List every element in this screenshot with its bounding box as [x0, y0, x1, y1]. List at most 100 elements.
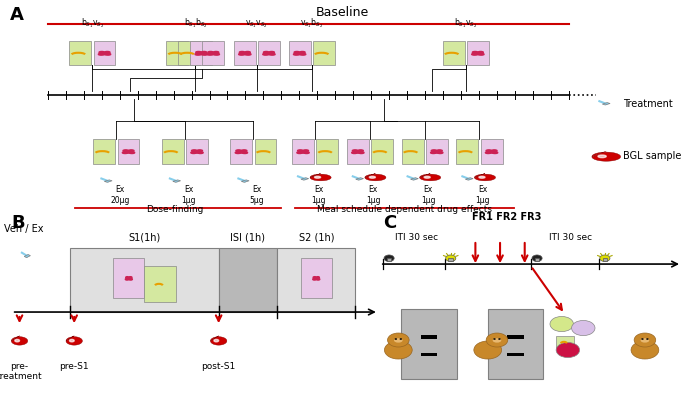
Text: Veh / Ex: Veh / Ex [3, 224, 43, 234]
Bar [535, 258, 539, 261]
Circle shape [395, 338, 397, 340]
Circle shape [478, 51, 484, 53]
Circle shape [316, 277, 319, 278]
Circle shape [239, 51, 245, 53]
Circle shape [123, 152, 128, 153]
Bar [421, 353, 438, 356]
Polygon shape [12, 336, 27, 345]
Bar [255, 139, 277, 164]
Circle shape [314, 176, 321, 178]
Text: Ex
1μg: Ex 1μg [421, 185, 436, 205]
Circle shape [472, 53, 477, 55]
Polygon shape [602, 102, 610, 105]
Bar [387, 258, 391, 261]
Circle shape [125, 278, 129, 280]
Circle shape [600, 255, 610, 262]
Circle shape [646, 338, 649, 340]
Text: v$_{S_1}$b$_{S_2}$: v$_{S_1}$b$_{S_2}$ [300, 16, 323, 30]
Polygon shape [24, 255, 30, 257]
Circle shape [241, 150, 247, 152]
Circle shape [303, 150, 308, 152]
Circle shape [102, 53, 108, 55]
Bar [178, 40, 200, 65]
Text: pre-
treatment: pre- treatment [0, 362, 42, 381]
Circle shape [126, 277, 129, 278]
Ellipse shape [493, 338, 501, 343]
Circle shape [238, 151, 244, 153]
Circle shape [424, 176, 430, 178]
Bar [69, 40, 91, 65]
Circle shape [316, 278, 320, 280]
Text: pre-S1: pre-S1 [60, 362, 89, 371]
Text: b$_{S_1}$b$_{S_2}$: b$_{S_1}$b$_{S_2}$ [184, 16, 207, 30]
Circle shape [300, 151, 306, 153]
Polygon shape [173, 180, 181, 182]
Text: Ex
1μg: Ex 1μg [311, 185, 326, 205]
Circle shape [297, 53, 302, 55]
Circle shape [15, 339, 19, 342]
Circle shape [214, 339, 219, 342]
Circle shape [127, 278, 130, 279]
Polygon shape [592, 151, 621, 161]
Circle shape [105, 53, 111, 55]
Text: Ex
1μg: Ex 1μg [366, 185, 381, 205]
Text: A: A [10, 7, 24, 24]
Circle shape [264, 51, 269, 53]
Text: ITI 30 sec: ITI 30 sec [395, 233, 438, 242]
Circle shape [314, 278, 318, 279]
Circle shape [242, 53, 247, 55]
Text: b$_{S_1}$v$_{S_2}$: b$_{S_1}$v$_{S_2}$ [81, 16, 104, 30]
Circle shape [236, 150, 241, 152]
Circle shape [434, 151, 440, 153]
Circle shape [129, 150, 134, 152]
Bar [488, 309, 543, 379]
Text: Baseline: Baseline [316, 7, 369, 20]
Circle shape [210, 53, 216, 55]
Bar [443, 40, 464, 65]
Bar [556, 336, 574, 348]
Text: Ex
5μg: Ex 5μg [249, 185, 264, 205]
Text: Ex
1μg: Ex 1μg [475, 185, 490, 205]
Bar [162, 139, 184, 164]
Polygon shape [66, 336, 82, 345]
Circle shape [196, 51, 201, 53]
Circle shape [266, 53, 272, 55]
Circle shape [123, 150, 129, 152]
Circle shape [492, 150, 497, 152]
Circle shape [195, 53, 201, 55]
Circle shape [474, 341, 501, 359]
Circle shape [550, 317, 573, 332]
Polygon shape [410, 178, 419, 180]
Circle shape [207, 53, 212, 55]
Polygon shape [104, 180, 112, 182]
Circle shape [208, 51, 213, 53]
Circle shape [437, 150, 443, 152]
Ellipse shape [394, 338, 403, 343]
Bar [71, 248, 219, 312]
Circle shape [355, 151, 360, 153]
Circle shape [489, 151, 495, 153]
Circle shape [192, 150, 197, 152]
Circle shape [532, 255, 542, 262]
Circle shape [198, 152, 203, 153]
Circle shape [598, 155, 606, 157]
Polygon shape [241, 180, 249, 182]
Circle shape [129, 277, 132, 278]
Circle shape [245, 53, 251, 55]
Circle shape [294, 51, 299, 53]
Bar [93, 139, 115, 164]
Bar [301, 258, 332, 298]
Bar [186, 139, 208, 164]
Bar [316, 139, 338, 164]
Circle shape [245, 51, 250, 53]
Circle shape [126, 151, 132, 153]
Bar [426, 139, 448, 164]
Bar [94, 40, 116, 65]
Circle shape [195, 151, 200, 153]
Text: Ex
1μg: Ex 1μg [181, 185, 196, 205]
Bar [118, 139, 140, 164]
Circle shape [486, 152, 491, 153]
Text: BGL sample: BGL sample [623, 151, 682, 161]
Bar [230, 139, 252, 164]
Text: ISI (1h): ISI (1h) [230, 232, 265, 242]
